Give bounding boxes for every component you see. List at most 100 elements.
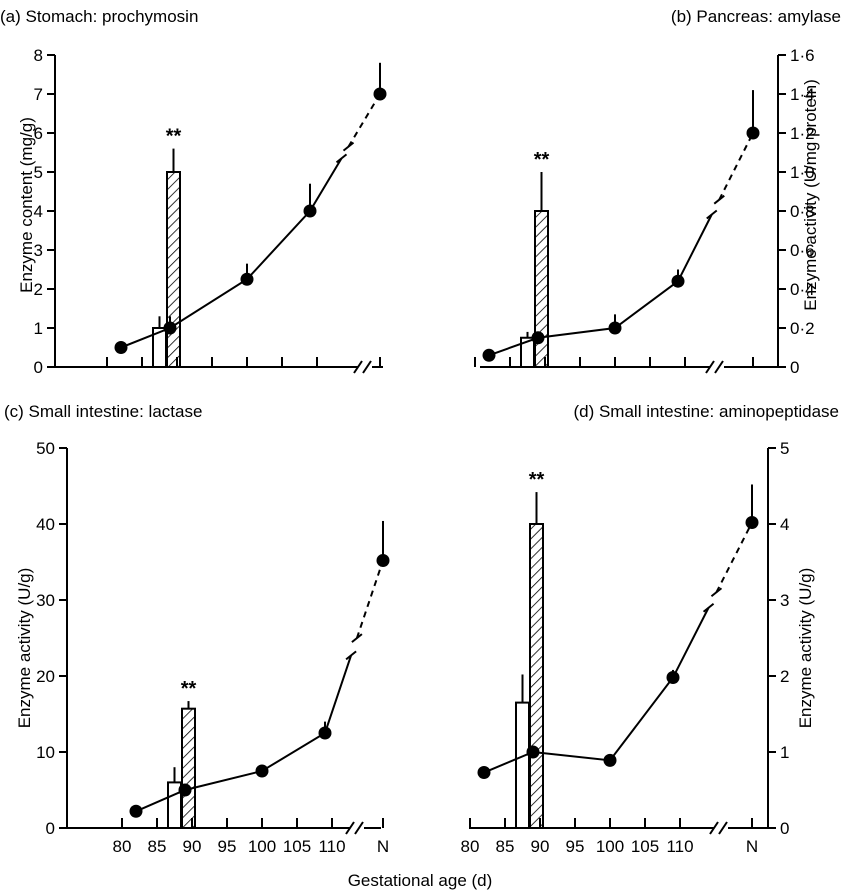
y-tick-label: 3 [34, 241, 43, 260]
data-point [666, 671, 680, 685]
significance-label: ** [529, 469, 545, 491]
x-axis-label: Gestational age (d) [348, 871, 493, 890]
series-break-mark [351, 633, 363, 643]
data-point [608, 321, 622, 335]
significance-label: ** [181, 678, 197, 700]
panel-a-ylabel: Enzyme content (mg/g) [17, 117, 36, 293]
series-break-mark [713, 194, 725, 205]
y-tick-label: 5 [780, 439, 789, 458]
x-tick-label: 85 [496, 837, 515, 856]
x-axis-break-mark [709, 821, 719, 835]
data-point [603, 753, 617, 767]
data-point [531, 331, 545, 345]
y-tick-label: 10 [36, 743, 55, 762]
x-tick-label: 85 [148, 837, 167, 856]
data-point [526, 745, 540, 759]
data-point [373, 87, 387, 101]
data-point [482, 348, 496, 362]
y-tick-label: 20 [36, 667, 55, 686]
panel-a-title: (a) Stomach: prochymosin [0, 7, 198, 26]
x-axis-break-mark [705, 360, 715, 374]
hatched-bar [166, 171, 181, 368]
series-break-mark [706, 209, 718, 220]
series-line-dashed [355, 560, 384, 639]
y-tick-label: 1 [780, 743, 789, 762]
y-tick-label: 6 [34, 124, 43, 143]
x-tick-label: 105 [283, 837, 311, 856]
x-axis-break-mark [345, 821, 355, 835]
x-tick-label: N [746, 837, 758, 856]
data-point [746, 126, 760, 140]
panel-d: 0 1 2 3 4 5 80 85 90 95 100 105 110 N ** [461, 439, 790, 856]
data-point [318, 726, 332, 740]
y-tick-label: 0 [34, 358, 43, 377]
x-axis-break-mark [362, 360, 372, 374]
y-tick-label: 7 [34, 85, 43, 104]
y-tick-label: 0 [780, 819, 789, 838]
y-tick-label: 2 [780, 667, 789, 686]
x-axis-break-mark [353, 360, 363, 374]
panel-c-title: (c) Small intestine: lactase [4, 402, 202, 421]
panel-b: 0 0·2 0·4 0·6 0·8 1·0 1·2 1·4 1·6 ** [474, 46, 815, 377]
data-point [163, 321, 177, 335]
y-tick-label: 0·4 [790, 280, 815, 299]
y-tick-label: 1·0 [790, 163, 815, 182]
y-tick-label: 1 [34, 319, 43, 338]
data-point [671, 274, 685, 288]
series-line-dashed [715, 522, 753, 593]
x-tick-label: 95 [218, 837, 237, 856]
panel-a: 0 1 2 3 4 5 6 7 8 ** [34, 46, 387, 377]
panel-d-ylabel: Enzyme activity (U/g) [796, 568, 815, 729]
x-tick-label: 100 [596, 837, 624, 856]
y-tick-label: 1·6 [790, 46, 815, 65]
panel-b-title: (b) Pancreas: amylase [671, 7, 841, 26]
hatched-bar [529, 523, 544, 829]
data-point [178, 783, 192, 797]
data-point [240, 272, 254, 286]
y-tick-label: 8 [34, 46, 43, 65]
y-tick-label: 1·2 [790, 124, 815, 143]
open-bar [515, 701, 530, 829]
y-tick-label: 5 [34, 163, 43, 182]
series-line [120, 157, 343, 349]
x-tick-label: 95 [566, 837, 585, 856]
data-point [255, 764, 269, 778]
series-break-mark [335, 153, 348, 164]
significance-label: ** [534, 149, 550, 171]
x-tick-label: 100 [248, 837, 276, 856]
data-point [477, 766, 491, 780]
x-tick-label: 105 [631, 837, 659, 856]
series-break-mark [345, 650, 357, 661]
data-point [129, 804, 143, 818]
y-tick-label: 0 [46, 819, 55, 838]
y-tick-label: 0·8 [790, 202, 815, 221]
y-tick-label: 0·2 [790, 319, 815, 338]
x-tick-label: 90 [183, 837, 202, 856]
y-tick-label: 0 [790, 358, 799, 377]
y-tick-label: 4 [34, 202, 43, 221]
x-tick-label: 90 [531, 837, 550, 856]
x-axis-break-mark [354, 821, 364, 835]
series-break-mark [710, 587, 723, 598]
y-tick-label: 40 [36, 515, 55, 534]
x-tick-label: 110 [318, 837, 345, 856]
y-tick-label: 3 [780, 591, 789, 610]
series-line-dashed [347, 93, 381, 148]
y-tick-label: 50 [36, 439, 55, 458]
x-tick-label: 80 [461, 837, 480, 856]
y-tick-label: 0·6 [790, 241, 815, 260]
series-break-mark [342, 141, 355, 152]
y-tick-label: 2 [34, 280, 43, 299]
series-line-dashed [718, 132, 754, 201]
data-point [745, 515, 759, 529]
data-point [376, 553, 390, 567]
panel-c-ylabel: Enzyme activity (U/g) [15, 568, 34, 729]
x-tick-label: 110 [666, 837, 693, 856]
significance-label: ** [166, 126, 182, 148]
y-tick-label: 4 [780, 515, 789, 534]
y-tick-label: 1·4 [790, 85, 815, 104]
data-point [303, 204, 317, 218]
y-tick-label: 30 [36, 591, 55, 610]
panel-c: 0 10 20 30 40 50 80 85 90 95 100 105 110 N ** [36, 439, 390, 856]
